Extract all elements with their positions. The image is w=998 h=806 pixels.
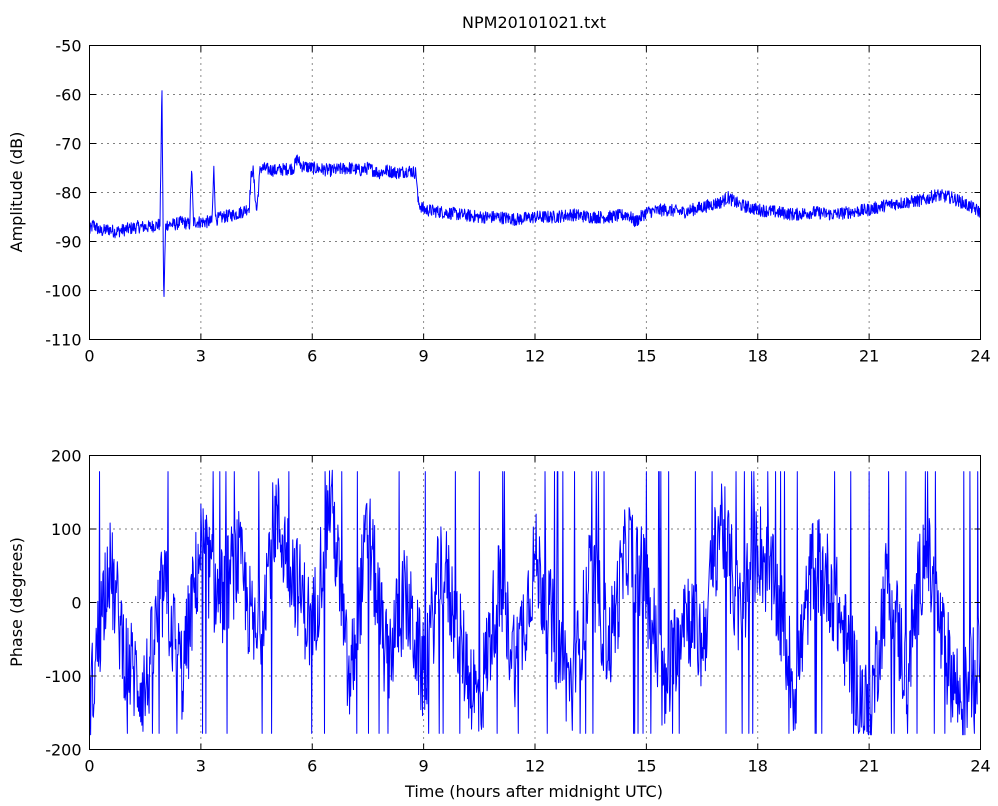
phase-y-tick-label: 0 — [71, 594, 81, 613]
amplitude-x-tick-label: 6 — [307, 347, 317, 366]
amplitude-trace-layer — [89, 90, 981, 297]
phase-x-tick-label: 9 — [419, 757, 429, 776]
phase-x-tick-label: 18 — [748, 757, 768, 776]
phase-x-tick-label: 21 — [859, 757, 879, 776]
phase-y-axis-label: Phase (degrees) — [7, 537, 26, 667]
amplitude-y-tick-label: -80 — [55, 184, 81, 203]
amplitude-x-tick-label: 0 — [84, 347, 94, 366]
phase-x-tick-label: 0 — [84, 757, 94, 776]
amplitude-y-axis-label: Amplitude (dB) — [7, 132, 26, 253]
amplitude-y-tick-label: -60 — [55, 86, 81, 105]
amplitude-x-tick-label: 12 — [525, 347, 545, 366]
time-x-axis-label: Time (hours after midnight UTC) — [404, 782, 663, 801]
amplitude-x-tick-label: 21 — [859, 347, 879, 366]
amplitude-series-line — [89, 90, 981, 297]
phase-panel: Phase (degrees) Time (hours after midnig… — [7, 447, 991, 802]
amplitude-y-tick-label: -110 — [45, 331, 81, 350]
amplitude-x-tick-label: 9 — [419, 347, 429, 366]
amplitude-y-tick-label: -50 — [55, 37, 81, 56]
phase-x-tick-label: 6 — [307, 757, 317, 776]
phase-y-tick-label: 200 — [51, 447, 82, 466]
phase-trace-layer — [89, 469, 981, 736]
amplitude-x-tick-label: 24 — [970, 347, 990, 366]
phase-y-tick-label: -100 — [45, 667, 81, 686]
amplitude-plot-frame — [89, 45, 981, 340]
amplitude-y-tick-label: -100 — [45, 282, 81, 301]
amplitude-x-tick-label: 3 — [196, 347, 206, 366]
phase-x-tick-label: 15 — [636, 757, 656, 776]
phase-x-tick-label: 3 — [196, 757, 206, 776]
amplitude-x-tick-label: 18 — [748, 347, 768, 366]
amplitude-ticks: 0 3 6 9 12 15 18 21 24 -110 -100 -90 -80 -70 -60 -50 — [45, 37, 990, 366]
phase-y-tick-label: 100 — [51, 520, 82, 539]
amplitude-grid — [89, 45, 981, 340]
phase-series-line — [89, 469, 981, 736]
amplitude-y-tick-label: -90 — [55, 233, 81, 252]
amplitude-x-tick-label: 15 — [636, 347, 656, 366]
amplitude-y-tick-label: -70 — [55, 135, 81, 154]
phase-x-tick-label: 24 — [970, 757, 990, 776]
amplitude-panel: NPM20101021.txt Amplitude (dB) 0 3 6 9 12 15 1… — [7, 13, 991, 366]
phase-ticks: 0 3 6 9 12 15 18 21 24 -200 -100 0 100 200 — [45, 447, 990, 776]
chart-title: NPM20101021.txt — [462, 13, 606, 32]
phase-y-tick-label: -200 — [45, 741, 81, 760]
phase-x-tick-label: 12 — [525, 757, 545, 776]
